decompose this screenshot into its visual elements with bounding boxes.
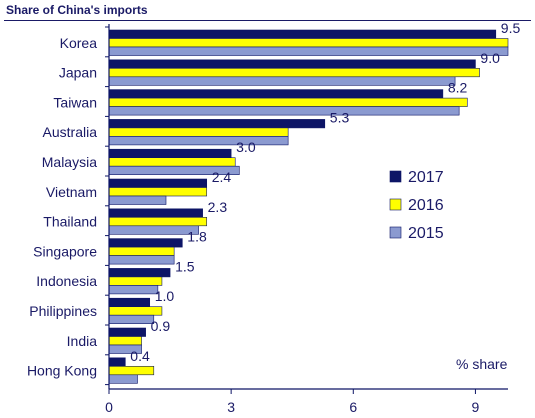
bar-2016-singapore: [108, 246, 175, 256]
bar-2017-korea: [108, 29, 497, 39]
category-label-hong-kong: Hong Kong: [27, 363, 97, 379]
bar-2017-malaysia: [108, 148, 232, 158]
bar-2015-vietnam: [108, 195, 167, 205]
x-tick-label-9: 9: [472, 399, 480, 415]
category-label-india: India: [67, 333, 98, 349]
unit-label: % share: [456, 356, 508, 372]
data-label-india: 0.9: [151, 318, 171, 334]
legend-swatch-2016: [389, 198, 402, 211]
data-label-singapore: 1.8: [187, 229, 207, 245]
category-label-indonesia: Indonesia: [36, 273, 97, 289]
bar-2016-taiwan: [108, 97, 468, 107]
legend-swatch-2017: [389, 170, 402, 183]
chart-title: Share of China's imports: [6, 3, 148, 17]
bar-2016-australia: [108, 127, 289, 137]
bar-2015-thailand: [108, 225, 199, 235]
bar-2016-japan: [108, 68, 480, 78]
bar-2015-indonesia: [108, 285, 159, 295]
category-label-singapore: Singapore: [33, 243, 97, 259]
bar-2017-hong-kong: [108, 357, 126, 367]
bar-2017-taiwan: [108, 89, 444, 99]
category-label-malaysia: Malaysia: [42, 154, 97, 170]
legend-label-2015: 2015: [408, 225, 444, 242]
data-label-vietnam: 2.4: [212, 169, 232, 185]
data-label-australia: 5.3: [330, 109, 350, 125]
bar-2015-taiwan: [108, 106, 460, 116]
data-label-hong-kong: 0.4: [130, 348, 150, 364]
data-label-indonesia: 1.5: [175, 258, 195, 274]
legend-label-2016: 2016: [408, 197, 444, 214]
bar-2017-philippines: [108, 297, 151, 308]
bar-2015-singapore: [108, 255, 175, 265]
bar-2015-australia: [108, 136, 289, 146]
legend-label-2017: 2017: [408, 169, 444, 186]
category-label-vietnam: Vietnam: [46, 184, 97, 200]
bar-2016-malaysia: [108, 157, 236, 167]
bar-2017-india: [108, 327, 146, 337]
category-label-philippines: Philippines: [29, 303, 97, 319]
data-label-malaysia: 3.0: [236, 139, 256, 155]
bar-2016-thailand: [108, 217, 208, 227]
bar-2016-vietnam: [108, 187, 208, 197]
data-label-thailand: 2.3: [208, 199, 228, 215]
x-tick-label-3: 3: [227, 399, 235, 415]
bar-2016-philippines: [108, 306, 163, 316]
bar-2015-korea: [108, 46, 509, 56]
bar-2017-thailand: [108, 208, 203, 218]
bar-2017-australia: [108, 119, 326, 129]
x-tick-label-6: 6: [349, 399, 357, 415]
bar-2015-hong-kong: [108, 374, 138, 384]
bar-2016-india: [108, 336, 142, 346]
bar-2016-hong-kong: [108, 365, 155, 376]
category-label-korea: Korea: [60, 35, 98, 51]
bar-2015-japan: [108, 76, 456, 86]
data-label-japan: 9.0: [480, 50, 500, 66]
x-tick-label-0: 0: [105, 399, 113, 415]
data-label-taiwan: 8.2: [448, 80, 468, 96]
bar-2016-korea: [108, 38, 509, 48]
bar-2017-singapore: [108, 238, 183, 248]
bar-2016-indonesia: [108, 276, 163, 286]
category-label-thailand: Thailand: [43, 214, 97, 230]
bar-2017-japan: [108, 59, 476, 69]
bar-2015-philippines: [108, 314, 155, 325]
category-label-taiwan: Taiwan: [53, 94, 97, 110]
data-label-korea: 9.5: [501, 20, 521, 36]
bar-2017-vietnam: [108, 178, 208, 188]
legend-swatch-2015: [389, 226, 402, 239]
bar-2017-indonesia: [108, 268, 171, 278]
title-divider: [4, 20, 531, 21]
data-label-philippines: 1.0: [155, 288, 175, 304]
category-label-japan: Japan: [59, 65, 97, 81]
category-label-australia: Australia: [43, 124, 98, 140]
